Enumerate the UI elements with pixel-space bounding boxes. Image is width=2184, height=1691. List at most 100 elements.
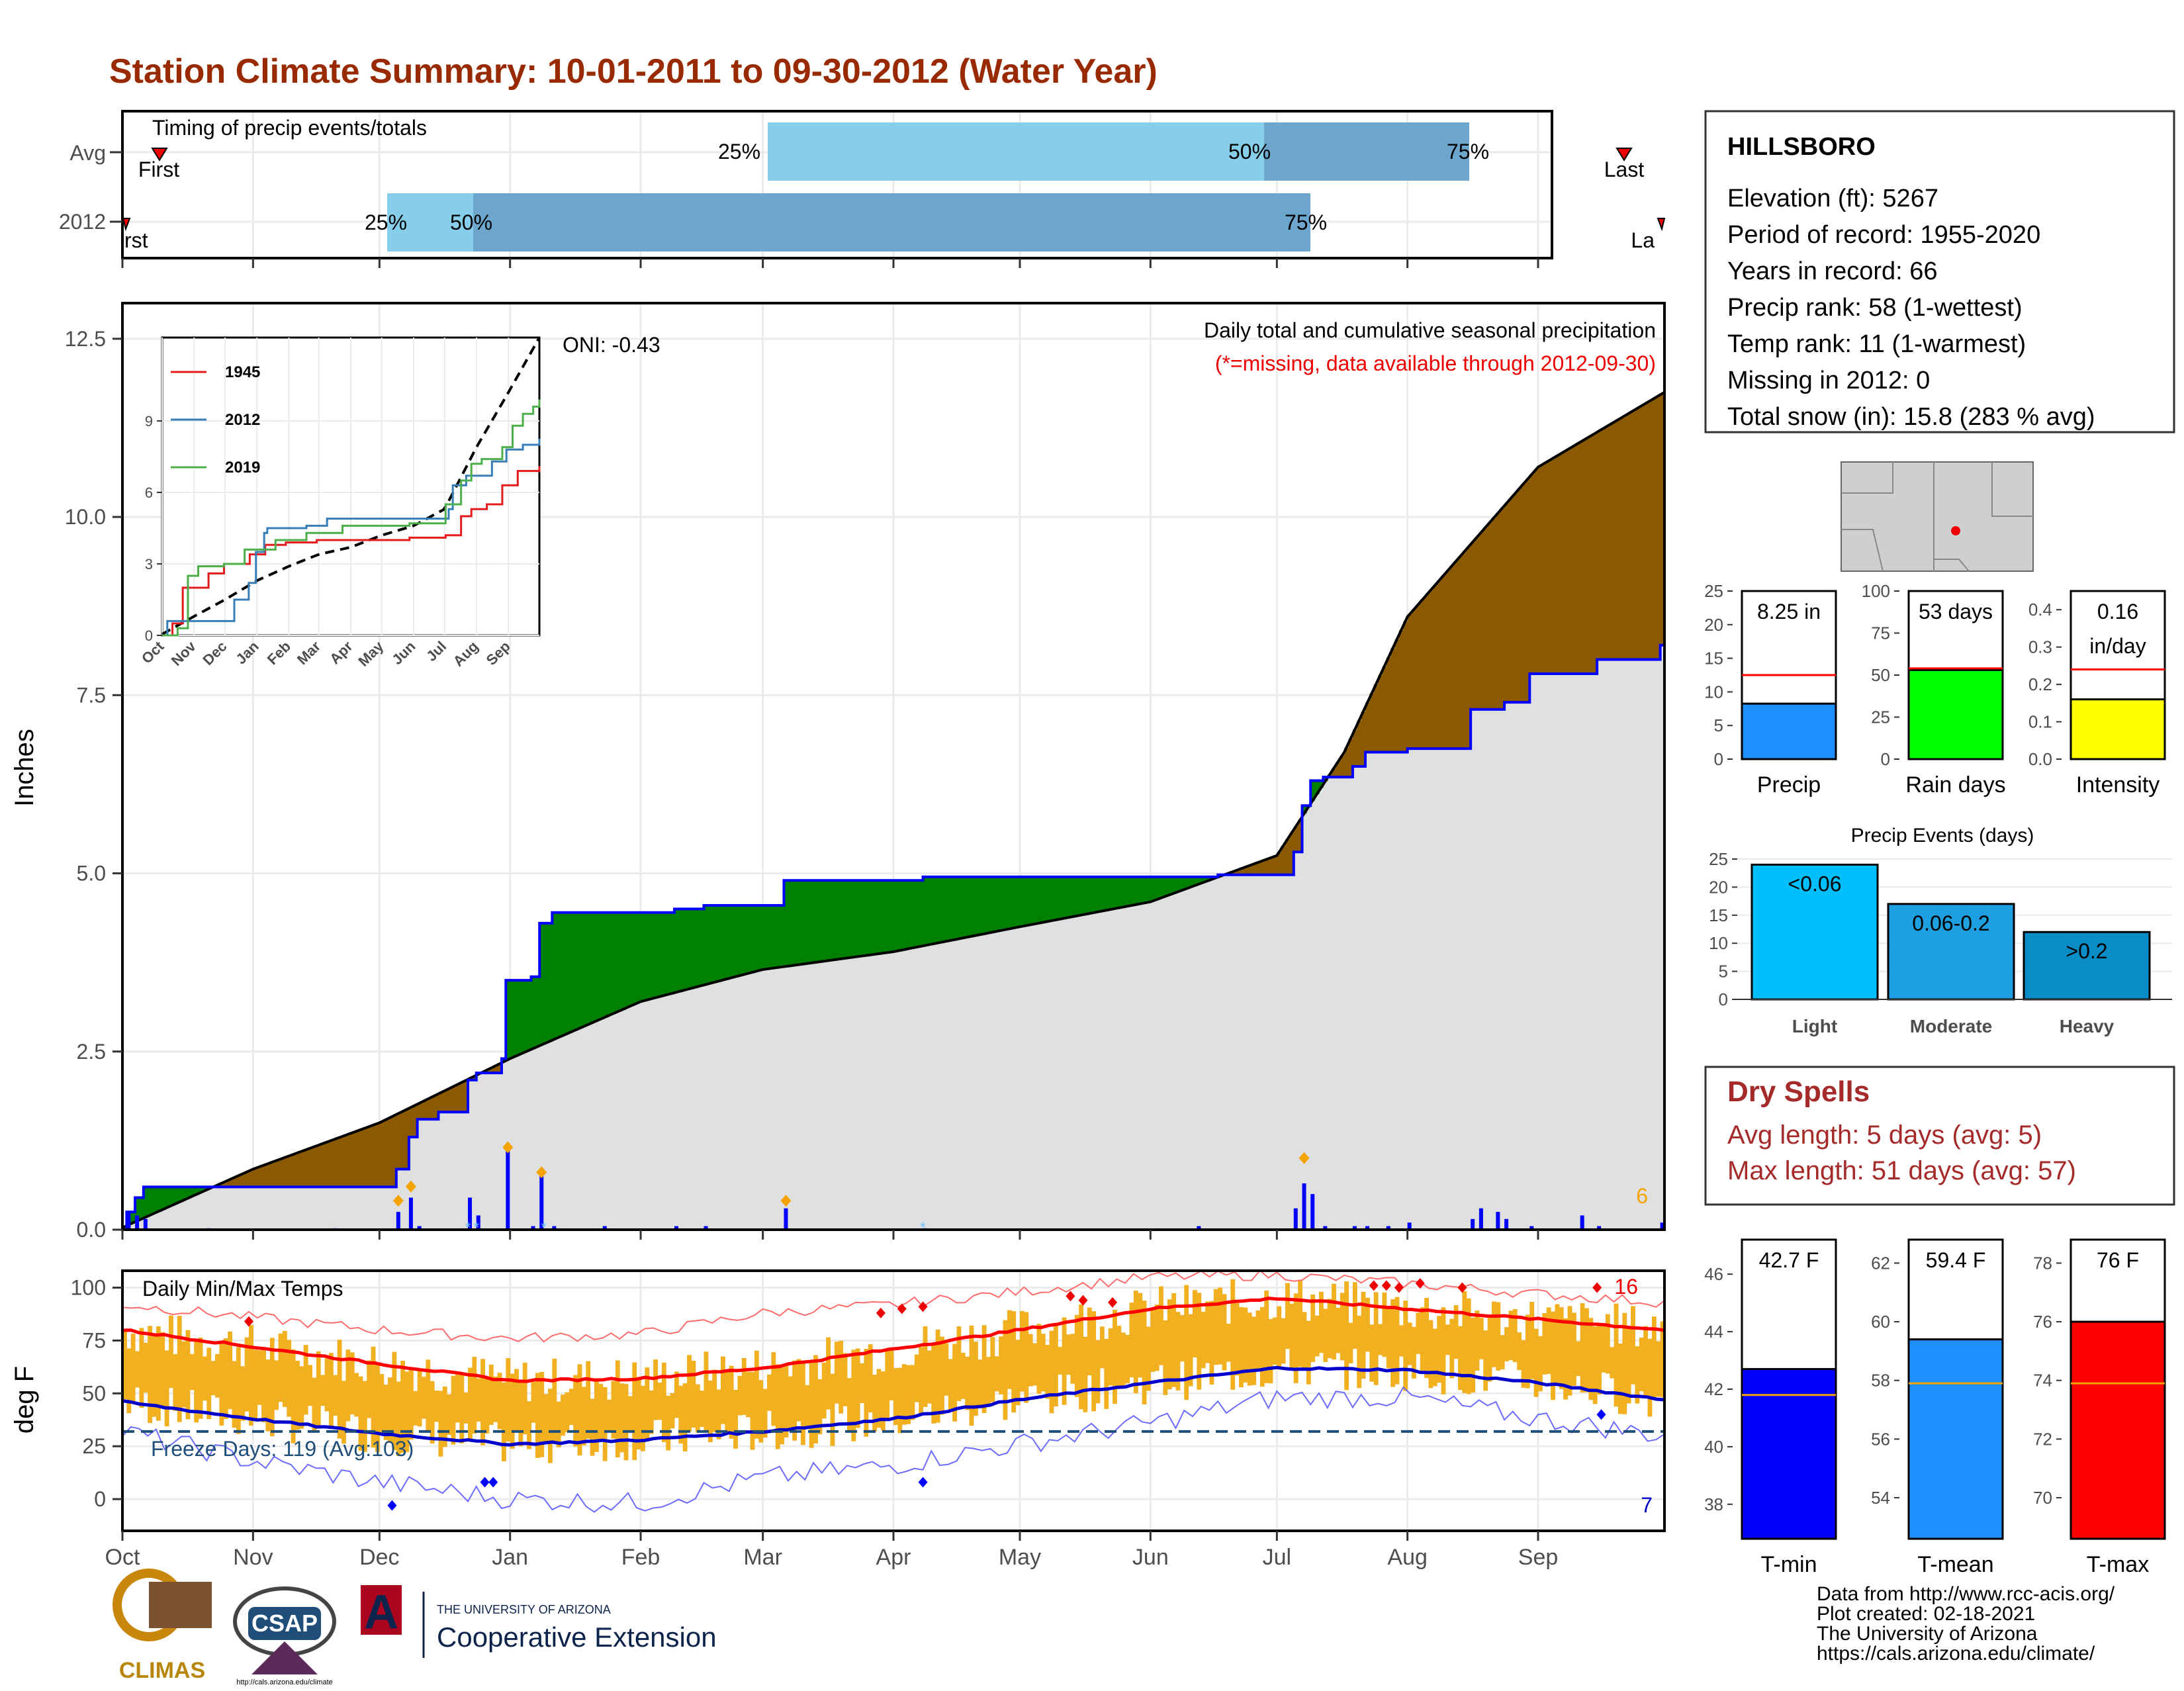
daily-temp-bar <box>1618 1344 1623 1414</box>
daily-temp-bar <box>940 1337 944 1415</box>
daily-temp-bar <box>797 1359 801 1421</box>
trace-marker: * <box>920 1219 926 1236</box>
below-normal-area <box>1492 518 1496 709</box>
daily-temp-bar <box>451 1376 456 1445</box>
climas-logo: CLIMAS <box>117 1573 212 1683</box>
footer-credits: Data from http://www.rcc-acis.org/Plot c… <box>1817 1583 2115 1665</box>
daily-temp-bar <box>206 1348 211 1419</box>
above-normal-area <box>1003 877 1008 930</box>
below-normal-area <box>422 1101 426 1119</box>
daily-temp-bar <box>780 1367 784 1444</box>
above-normal-area <box>1041 877 1046 923</box>
temp-y-tick-label: 0 <box>94 1487 106 1511</box>
below-normal-area <box>1559 453 1564 674</box>
daily-temp-bar <box>1269 1319 1273 1383</box>
daily-temp-bar <box>927 1351 932 1404</box>
precip-y-tick-label: 10.0 <box>65 505 106 529</box>
temp-x-tick-label: Jun <box>1132 1545 1169 1570</box>
below-normal-area <box>1602 428 1606 659</box>
daily-precip-bar <box>396 1212 400 1230</box>
below-normal-area <box>1551 459 1555 674</box>
trace-marker: * <box>473 1219 479 1236</box>
precip-y-tick-label: 15 <box>1704 649 1723 668</box>
daily-temp-bar <box>1239 1307 1244 1387</box>
tmax-y-tick-label: 78 <box>2033 1253 2052 1273</box>
above-normal-area <box>1142 877 1147 903</box>
climas-text: CLIMAS <box>119 1658 205 1683</box>
inset-y-tick-label: 6 <box>145 484 153 501</box>
above-normal-area <box>152 1187 157 1213</box>
daily-temp-bar <box>948 1359 953 1410</box>
below-normal-area <box>1538 466 1543 674</box>
above-normal-area <box>995 877 999 931</box>
daily-temp-bar <box>1336 1308 1340 1353</box>
daily-temp-bar <box>1323 1308 1328 1362</box>
below-normal-area <box>1606 426 1610 660</box>
temp-x-tick-label: Jan <box>492 1545 528 1570</box>
daily-temp-bar <box>860 1363 864 1403</box>
daily-temp-bar <box>561 1394 565 1436</box>
rain-days-y-tick-label: 75 <box>1871 623 1890 643</box>
below-normal-area <box>1449 566 1454 749</box>
events-category-label: Light <box>1792 1016 1837 1036</box>
daily-temp-bar <box>160 1332 165 1408</box>
daily-temp-bar <box>148 1326 152 1423</box>
above-normal-area <box>809 880 814 963</box>
below-normal-area <box>409 1107 414 1137</box>
below-normal-area <box>1496 513 1500 709</box>
daily-precip-bar <box>135 1215 139 1230</box>
above-normal-area <box>1150 877 1155 901</box>
below-normal-area <box>1513 494 1518 702</box>
temp-x-tick-label: Oct <box>105 1545 140 1570</box>
daily-temp-bar <box>329 1353 334 1429</box>
daily-temp-bar <box>1602 1326 1606 1373</box>
above-normal-area <box>788 880 793 966</box>
inset-x-tick-label: Dec <box>199 638 230 668</box>
daily-temp-bar <box>489 1365 494 1425</box>
daily-temp-bar <box>1251 1316 1256 1385</box>
daily-temp-bar <box>1003 1320 1008 1420</box>
station-detail-line: Period of record: 1955-2020 <box>1727 221 2040 249</box>
below-normal-area <box>1445 571 1450 749</box>
daily-temp-bar <box>776 1364 780 1449</box>
above-normal-area <box>637 913 641 1003</box>
daily-temp-bar <box>506 1358 510 1441</box>
below-normal-area <box>245 1172 250 1187</box>
above-normal-area <box>674 909 679 992</box>
daily-temp-bar <box>582 1387 586 1445</box>
daily-temp-bar <box>1606 1314 1610 1374</box>
below-normal-area <box>1610 424 1614 660</box>
below-normal-area <box>1584 438 1589 674</box>
below-normal-area <box>426 1099 430 1120</box>
above-normal-area <box>569 913 574 1032</box>
events-y-tick-label: 20 <box>1709 877 1728 897</box>
tmean-y-tick-label: 58 <box>1871 1371 1890 1391</box>
below-normal-area <box>1462 551 1467 749</box>
daily-temp-bar <box>1428 1320 1433 1389</box>
below-normal-area <box>1643 404 1648 660</box>
daily-temp-bar <box>868 1344 873 1412</box>
above-normal-area <box>1130 877 1134 905</box>
daily-temp-bar <box>1408 1322 1412 1365</box>
below-normal-area <box>1525 479 1530 702</box>
daily-temp-bar <box>666 1396 670 1451</box>
daily-temp-bar <box>1458 1326 1463 1391</box>
daily-temp-bar <box>1007 1310 1012 1389</box>
above-normal-area <box>940 877 944 942</box>
daily-temp-bar <box>598 1384 603 1441</box>
below-normal-area <box>1412 610 1416 749</box>
daily-temp-bar <box>1163 1320 1167 1395</box>
above-normal-area <box>864 880 868 955</box>
daily-temp-bar <box>611 1381 615 1439</box>
daily-temp-bar <box>1656 1342 1661 1397</box>
below-normal-area <box>1622 416 1627 659</box>
above-normal-area <box>156 1187 161 1211</box>
daily-temp-bar <box>438 1391 443 1456</box>
temp-y-tick-label: 50 <box>82 1381 106 1405</box>
trace-marker: * <box>465 1219 471 1236</box>
below-normal-area <box>345 1134 350 1187</box>
daily-temp-bar <box>468 1368 473 1441</box>
